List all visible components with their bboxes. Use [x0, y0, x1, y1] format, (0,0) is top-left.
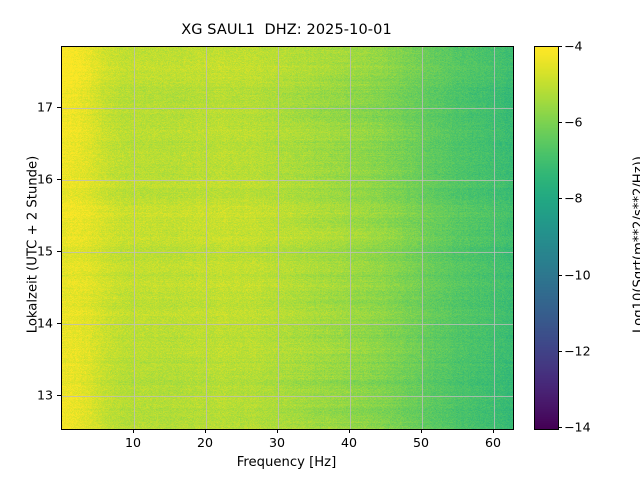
y-tick-mark — [57, 251, 61, 252]
x-tick-label: 20 — [196, 435, 214, 450]
page-title: XG SAUL1 DHZ: 2025-10-01 — [181, 22, 392, 38]
colorbar-tick-label: −14 — [564, 419, 591, 435]
colorbar-tick-mark — [558, 198, 562, 199]
colorbar-tick-label: −6 — [564, 114, 583, 130]
spectrogram-image — [62, 47, 513, 429]
y-tick-label: 13 — [36, 387, 53, 403]
x-tick-label: 50 — [412, 435, 430, 450]
colorbar-tick-mark — [558, 122, 562, 123]
spectrogram-axes — [61, 46, 514, 430]
colorbar-tick-label: −8 — [564, 190, 583, 206]
colorbar-axes — [534, 46, 559, 430]
colorbar-tick-mark — [558, 351, 562, 352]
colorbar-tick-label: −4 — [564, 38, 583, 54]
colorbar-tick-label: −12 — [564, 343, 591, 359]
x-axis-label: Frequency [Hz] — [236, 455, 337, 470]
y-tick-mark — [57, 323, 61, 324]
x-tick-label: 60 — [484, 435, 502, 450]
colorbar-label: Log10(Sqrt(m**2/s**2/Hz)) — [631, 156, 640, 333]
x-tick-mark — [349, 429, 350, 433]
x-tick-mark — [133, 429, 134, 433]
y-tick-label: 16 — [36, 171, 53, 187]
y-tick-mark — [57, 395, 61, 396]
colorbar-gradient — [535, 47, 558, 429]
x-tick-mark — [277, 429, 278, 433]
x-tick-mark — [421, 429, 422, 433]
y-tick-label: 17 — [36, 99, 53, 115]
colorbar-tick-mark — [558, 46, 562, 47]
x-tick-label: 10 — [124, 435, 142, 450]
y-tick-mark — [57, 107, 61, 108]
y-axis-label: Lokalzeit (UTC + 2 Stunde) — [25, 155, 41, 334]
y-tick-label: 14 — [36, 315, 53, 331]
y-tick-mark — [57, 179, 61, 180]
x-tick-label: 30 — [268, 435, 286, 450]
y-tick-label: 15 — [36, 243, 53, 259]
x-tick-label: 40 — [340, 435, 358, 450]
x-tick-mark — [205, 429, 206, 433]
colorbar-tick-mark — [558, 427, 562, 428]
colorbar-tick-label: −10 — [564, 267, 591, 283]
colorbar-tick-mark — [558, 275, 562, 276]
x-tick-mark — [493, 429, 494, 433]
